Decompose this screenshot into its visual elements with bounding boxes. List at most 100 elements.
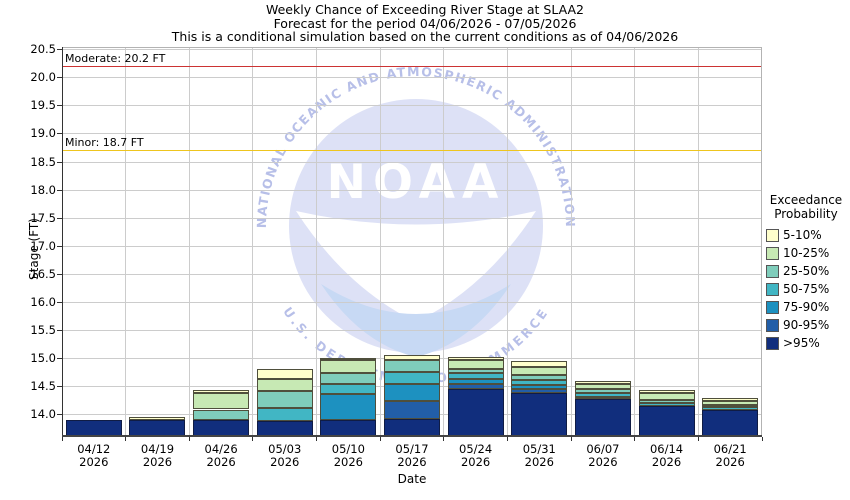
bar-segment-5-10% <box>320 358 377 361</box>
y-tick-mark <box>57 133 62 135</box>
bar-segment-25-50% <box>447 368 504 374</box>
legend-entry-label: 5-10% <box>783 228 822 242</box>
bar-segment-50-75% <box>638 403 695 407</box>
x-tick-year: 2026 <box>206 455 236 469</box>
x-tick-label: 06/14 2026 <box>637 443 697 469</box>
legend: Exceedance Probability 5-10% 10-25% 25-50%… <box>766 193 850 352</box>
y-tick-label: 20.0 <box>30 70 56 85</box>
y-tick-mark <box>57 49 62 51</box>
y-gridline <box>62 189 762 191</box>
plot-area: NOAA NATIONAL OCEANIC AND ATMOSPHERIC AD… <box>62 47 762 437</box>
legend-swatch-icon <box>766 300 779 314</box>
x-tick-label: 05/17 2026 <box>382 443 442 469</box>
x-tick-mark <box>761 437 763 441</box>
legend-swatch-icon <box>766 228 779 242</box>
y-tick-label: 15.0 <box>30 350 56 365</box>
bar-segment-5-10% <box>193 389 250 394</box>
bar-segment-10-25% <box>638 393 695 400</box>
x-tick-date: 06/21 <box>713 442 747 456</box>
bar-segment-50-75% <box>702 407 759 411</box>
x-tick-label: 04/19 2026 <box>127 443 187 469</box>
bar-segment-75-90% <box>320 394 377 420</box>
y-gridline <box>62 77 762 79</box>
y-tick-mark <box>57 357 62 359</box>
x-tick-year: 2026 <box>715 455 745 469</box>
legend-swatch-icon <box>766 336 779 350</box>
y-gridline <box>62 273 762 275</box>
noaa-watermark-logo: NOAA NATIONAL OCEANIC AND ATMOSPHERIC AD… <box>254 64 577 387</box>
x-tick-mark <box>61 437 63 441</box>
bar-segment-25-50% <box>702 405 759 408</box>
legend-swatch-icon <box>766 282 779 296</box>
minor-flood-label: Minor: 18.7 FT <box>65 135 144 149</box>
bar-segment-75-90% <box>384 384 440 402</box>
x-tick-mark <box>443 437 445 441</box>
x-gridline <box>316 47 318 437</box>
x-gridline <box>506 47 508 437</box>
y-tick-label: 16.0 <box>30 294 56 309</box>
bar-segment-10-25% <box>702 400 759 405</box>
x-axis-line <box>62 435 762 437</box>
legend-entry: >95% <box>766 334 850 352</box>
x-tick-year: 2026 <box>142 455 173 469</box>
legend-title-line2: Probability <box>774 207 838 221</box>
bar-segment-90-95% <box>447 384 504 389</box>
x-tick-year: 2026 <box>270 455 300 469</box>
bar-segment-25-50% <box>638 399 695 404</box>
x-tick-year: 2026 <box>333 455 363 469</box>
bar-segment-10-25% <box>320 359 377 373</box>
y-gridline <box>62 245 762 247</box>
legend-swatch-icon <box>766 264 779 278</box>
x-tick-mark <box>316 437 318 441</box>
x-tick-date: 05/24 <box>459 442 493 456</box>
y-tick-label: 17.5 <box>30 210 56 225</box>
x-gridline <box>125 47 127 437</box>
chart-subtitle: Forecast for the period 04/06/2026 - 07/… <box>273 15 577 31</box>
bar-segment-25-50% <box>384 360 440 373</box>
bar-segment-75-90% <box>511 384 568 390</box>
bar-segment-50-75% <box>574 393 631 397</box>
y-tick-mark <box>57 414 62 416</box>
bar-segment-25-50% <box>193 409 250 420</box>
bar-segment->95% <box>511 392 568 437</box>
x-tick-date: 05/31 <box>522 442 556 456</box>
x-tick-mark <box>252 437 254 441</box>
x-tick-date: 06/14 <box>649 442 684 456</box>
bar-segment-25-50% <box>511 374 568 381</box>
noaa-wordmark: NOAA <box>327 155 506 210</box>
x-tick-label: 06/21 2026 <box>700 443 760 469</box>
y-gridline <box>62 105 762 107</box>
x-tick-mark <box>379 437 381 441</box>
bar-segment-10-25% <box>511 367 568 375</box>
bar-segment-5-10% <box>447 356 504 360</box>
bar-segment-50-75% <box>447 373 504 379</box>
bar-segment-5-10% <box>256 369 313 379</box>
legend-entries: 5-10% 10-25% 25-50% 50-75% 75-90% 90-95% >95% <box>766 226 850 352</box>
y-tick-mark <box>57 273 62 275</box>
y-axis-line <box>62 47 63 437</box>
bar-segment->95% <box>638 406 695 437</box>
bar-segment-10-25% <box>447 359 504 369</box>
legend-entry-label: 90-95% <box>783 318 830 332</box>
bar-segment-90-95% <box>384 401 440 420</box>
x-tick-label: 04/26 2026 <box>191 443 251 469</box>
x-gridline <box>379 47 381 437</box>
x-tick-date: 05/17 <box>395 442 429 456</box>
bar-segment-50-75% <box>511 380 568 385</box>
x-gridline <box>634 47 636 437</box>
legend-entry: 10-25% <box>766 244 850 262</box>
noaa-wave-shape <box>321 284 511 357</box>
y-gridline <box>62 161 762 163</box>
y-tick-label: 16.5 <box>30 266 56 281</box>
bar-segment->95% <box>702 410 759 437</box>
legend-entry-label: 75-90% <box>783 300 830 314</box>
y-tick-label: 18.5 <box>30 154 56 169</box>
legend-swatch-icon <box>766 318 779 332</box>
legend-swatch-icon <box>766 246 779 260</box>
x-tick-label: 05/10 2026 <box>318 443 378 469</box>
x-tick-year: 2026 <box>397 455 427 469</box>
y-tick-mark <box>57 329 62 331</box>
x-tick-mark <box>570 437 572 441</box>
x-tick-label: 05/31 2026 <box>509 443 569 469</box>
y-tick-label: 19.0 <box>30 126 56 141</box>
